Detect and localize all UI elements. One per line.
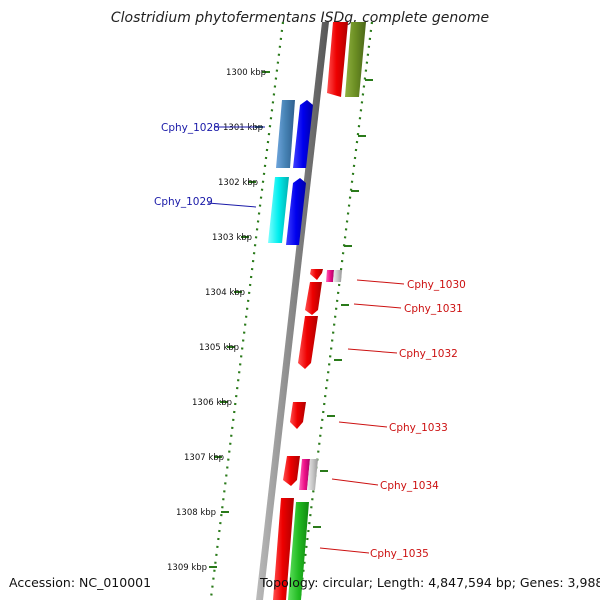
outer-ring-left [209, 21, 285, 599]
cds-cphy-1035[interactable] [273, 498, 294, 600]
tick-label: 1305 kbp [199, 343, 239, 353]
gene-label-cphy-1031[interactable]: Cphy_1031 [404, 303, 463, 315]
cog-pink-1030[interactable] [326, 270, 334, 282]
cds-cphy-1034[interactable] [283, 456, 300, 486]
right-ring-tick-marks [313, 79, 373, 528]
cog-olive-top[interactable] [345, 22, 366, 97]
tick-label: 1304 kbp [205, 288, 245, 298]
tick-label: 1300 kbp [226, 68, 266, 78]
accession-text: Accession: NC_010001 [9, 575, 152, 590]
cds-cphy-1028[interactable] [293, 100, 313, 168]
tick-label: 1308 kbp [176, 508, 216, 518]
tick-label: 1301 kbp [223, 123, 263, 133]
cds-cphy-1033[interactable] [290, 402, 306, 429]
cog-grey-1034[interactable] [307, 459, 318, 490]
gene-label-cphy-1034[interactable]: Cphy_1034 [380, 480, 439, 492]
cog-green-1035[interactable] [288, 502, 309, 600]
kbp-tick-marks [209, 71, 270, 568]
cds-cphy-1029[interactable] [286, 178, 306, 245]
cog-pink-1034[interactable] [299, 459, 310, 490]
tick-label: 1307 kbp [184, 453, 224, 463]
cds-cphy-1031[interactable] [305, 282, 322, 315]
cds-forward-top[interactable] [327, 22, 348, 97]
label-leaders [207, 126, 405, 554]
gene-label-cphy-1030[interactable]: Cphy_1030 [407, 279, 466, 291]
tick-label: 1303 kbp [212, 233, 252, 243]
outer-ring-right [298, 21, 374, 599]
genome-summary-text: Topology: circular; Length: 4,847,594 bp… [260, 575, 600, 590]
cds-cphy-1032[interactable] [298, 316, 318, 369]
tick-label: 1309 kbp [167, 563, 207, 573]
tick-label: 1306 kbp [192, 398, 232, 408]
cog-grey-1030[interactable] [333, 270, 342, 282]
kbp-tick-labels: 1300 kbp 1301 kbp 1302 kbp 1303 kbp 1304… [167, 68, 266, 573]
genome-backbone [256, 22, 329, 600]
gene-label-cphy-1029[interactable]: Cphy_1029 [154, 196, 213, 208]
tick-label: 1302 kbp [218, 178, 258, 188]
gene-label-cphy-1033[interactable]: Cphy_1033 [389, 422, 448, 434]
gene-label-cphy-1028[interactable]: Cphy_1028 [161, 122, 220, 134]
gene-label-cphy-1032[interactable]: Cphy_1032 [399, 348, 458, 360]
genome-title: Clostridium phytofermentans ISDg, comple… [110, 10, 490, 26]
cog-cyan-1029[interactable] [268, 177, 289, 243]
cog-steel-1028[interactable] [276, 100, 295, 168]
cds-cphy-1030[interactable] [310, 269, 323, 280]
gene-label-cphy-1035[interactable]: Cphy_1035 [370, 548, 429, 560]
